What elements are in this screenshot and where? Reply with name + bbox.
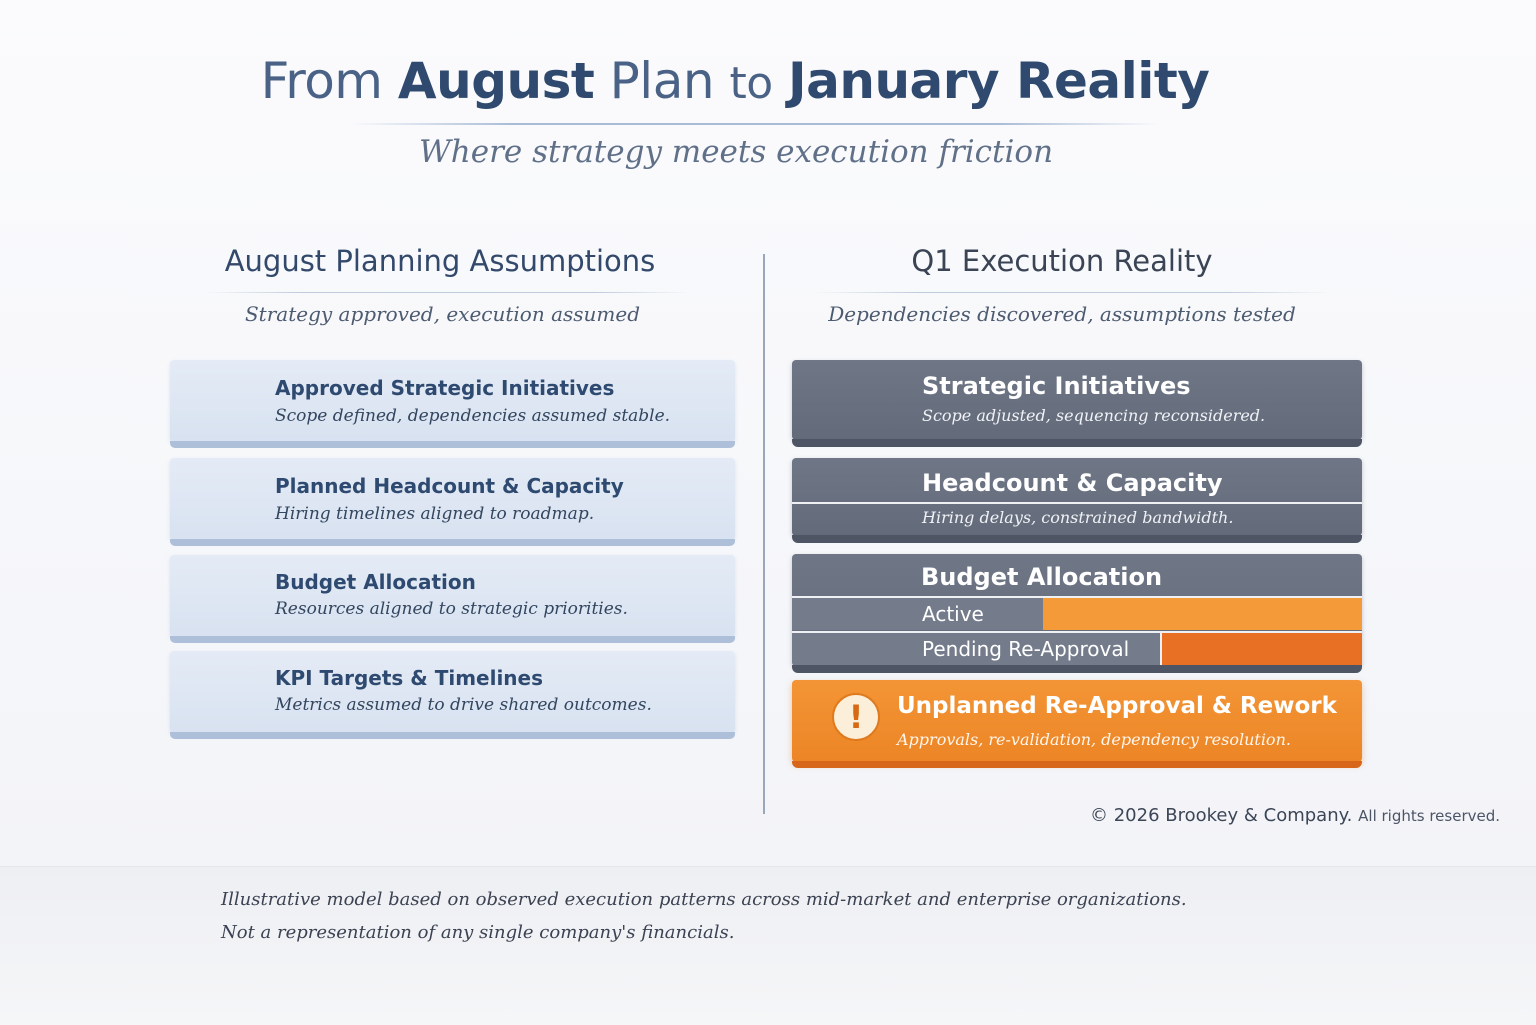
- budget-bar-active: [1043, 598, 1362, 630]
- card-title: Unplanned Re-Approval & Rework: [897, 693, 1337, 719]
- budget-label: Pending Re-Approval: [922, 637, 1130, 661]
- left-column-subtitle: Strategy approved, execution assumed: [244, 302, 641, 326]
- copyright: © 2026 Brookey & Company. All rights res…: [1090, 805, 1501, 826]
- right-column-title: Q1 Execution Reality: [911, 244, 1213, 278]
- card-title: Headcount & Capacity: [922, 469, 1223, 497]
- budget-label: Active: [922, 602, 984, 626]
- footer-band: [0, 866, 1536, 1025]
- title-divider: [350, 123, 1160, 125]
- left-column-rule: [205, 292, 690, 293]
- warning-card: ! Unplanned Re-Approval & Rework Approva…: [792, 680, 1362, 768]
- footnote-line-2: Not a representation of any single compa…: [221, 922, 735, 943]
- card-description: Scope defined, dependencies assumed stab…: [275, 406, 671, 426]
- card-description: Resources aligned to strategic prioritie…: [275, 599, 628, 619]
- card-title: Approved Strategic Initiatives: [275, 376, 615, 400]
- budget-bar-pending: [1160, 633, 1362, 666]
- card-description: Metrics assumed to drive shared outcomes…: [275, 695, 652, 715]
- right-card-budget: Budget Allocation Active Pending Re-Appr…: [792, 554, 1362, 673]
- card-band-divider: [792, 596, 1362, 598]
- card-title: KPI Targets & Timelines: [275, 666, 544, 690]
- card-title: Planned Headcount & Capacity: [275, 474, 624, 498]
- card-title: Strategic Initiatives: [922, 372, 1191, 400]
- right-card-headcount: Headcount & Capacity Hiring delays, cons…: [792, 458, 1362, 543]
- right-card-strategic-initiatives: Strategic Initiatives Scope adjusted, se…: [792, 360, 1362, 447]
- card-band-divider: [792, 631, 1362, 633]
- right-column-rule: [815, 292, 1330, 293]
- card-description: Hiring timelines aligned to roadmap.: [275, 504, 595, 524]
- left-card-strategic-initiatives: Approved Strategic Initiatives Scope def…: [170, 360, 735, 448]
- exclamation-icon: !: [832, 693, 880, 741]
- column-divider: [763, 254, 765, 814]
- page-title: From August Plan to January Reality: [260, 52, 1210, 110]
- right-column-subtitle: Dependencies discovered, assumptions tes…: [828, 302, 1296, 326]
- card-description: Approvals, re-validation, dependency res…: [897, 730, 1291, 749]
- card-title: Budget Allocation: [921, 563, 1163, 591]
- page-subtitle: Where strategy meets execution friction: [418, 134, 1054, 170]
- card-title: Budget Allocation: [275, 570, 476, 594]
- left-column-title: August Planning Assumptions: [224, 244, 656, 278]
- left-card-headcount: Planned Headcount & Capacity Hiring time…: [170, 458, 735, 546]
- card-band-divider: [792, 502, 1362, 504]
- left-card-kpi: KPI Targets & Timelines Metrics assumed …: [170, 651, 735, 739]
- card-description: Scope adjusted, sequencing reconsidered.: [922, 406, 1266, 425]
- footnote-line-1: Illustrative model based on observed exe…: [221, 889, 1187, 910]
- left-card-budget: Budget Allocation Resources aligned to s…: [170, 555, 735, 643]
- card-description: Hiring delays, constrained bandwidth.: [922, 508, 1234, 527]
- budget-row-active: Active: [792, 598, 1362, 630]
- budget-row-pending: Pending Re-Approval: [792, 633, 1362, 666]
